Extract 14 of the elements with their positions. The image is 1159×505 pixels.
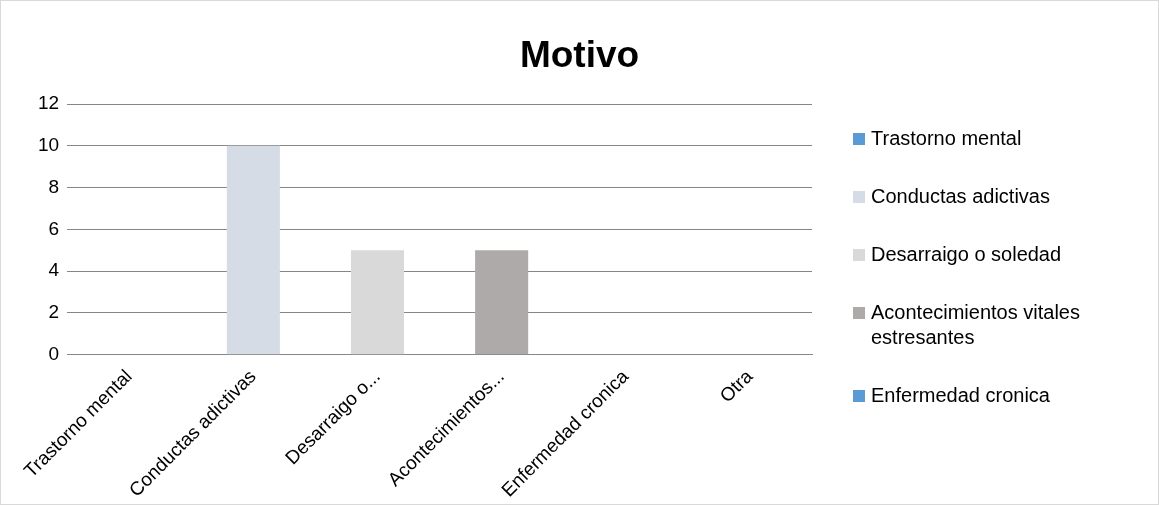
y-tick-label: 10: [37, 134, 60, 156]
chart-title: Motivo: [518, 34, 641, 76]
legend-label: Enfermedad cronica: [871, 383, 1050, 408]
legend-label: Trastorno mental: [871, 126, 1022, 151]
y-tick-label: 4: [48, 259, 60, 281]
y-tick-label: 8: [48, 175, 60, 197]
y-tick-label: 0: [48, 342, 60, 364]
y-tick-label: 2: [48, 301, 60, 323]
y-tick-label: 12: [37, 92, 60, 114]
x-tick-label: Otra: [715, 365, 757, 407]
y-tick-label: 6: [48, 217, 60, 239]
legend-label: Acontecimientos vitales estresantes: [871, 300, 1081, 350]
legend-label: Desarraigo o soledad: [871, 242, 1062, 267]
legend-label: Conductas adictivas: [871, 184, 1050, 209]
